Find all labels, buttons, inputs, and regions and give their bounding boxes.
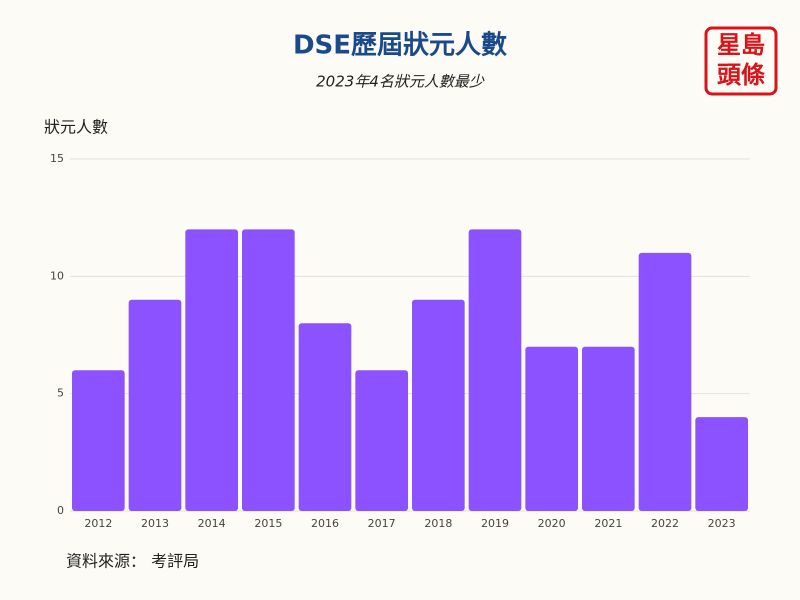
y-tick-label: 0 <box>57 504 64 517</box>
x-tick-label: 2013 <box>141 517 169 530</box>
y-tick-label: 5 <box>57 387 64 400</box>
bar <box>242 229 295 511</box>
chart-title: DSE歷屆狀元人數 <box>293 31 507 61</box>
x-tick-label: 2023 <box>708 517 736 530</box>
chart-subtitle: 2023年4名狀元人數最少 <box>316 73 485 91</box>
bar <box>582 346 635 511</box>
source-note: 資料來源： 考評局 <box>66 552 199 571</box>
x-tick-label: 2016 <box>311 517 339 530</box>
bar <box>185 229 238 511</box>
bar <box>298 323 352 511</box>
x-tick-label: 2019 <box>481 517 509 530</box>
bar <box>468 229 522 511</box>
y-tick-label: 10 <box>50 269 64 282</box>
y-tick-label: 15 <box>50 152 64 165</box>
bar <box>412 299 465 511</box>
logo: 星島 頭條 <box>704 26 778 96</box>
logo-text: 頭條 <box>717 61 765 89</box>
bar <box>72 370 125 511</box>
bar <box>695 417 748 511</box>
bar <box>638 252 692 511</box>
x-tick-label: 2012 <box>84 517 112 530</box>
x-tick-label: 2018 <box>424 517 452 530</box>
x-tick-label: 2020 <box>538 517 566 530</box>
y-axis-label: 狀元人數 <box>44 118 108 137</box>
logo-text: 星島 <box>717 31 765 59</box>
x-tick-label: 2021 <box>594 517 622 530</box>
bar <box>355 370 408 511</box>
x-tick-label: 2022 <box>651 517 679 530</box>
x-tick-label: 2014 <box>198 517 226 530</box>
x-tick-label: 2015 <box>254 517 282 530</box>
logo-frame <box>704 26 778 96</box>
x-tick-label: 2017 <box>368 517 396 530</box>
bar <box>128 299 182 511</box>
bar <box>525 346 578 511</box>
